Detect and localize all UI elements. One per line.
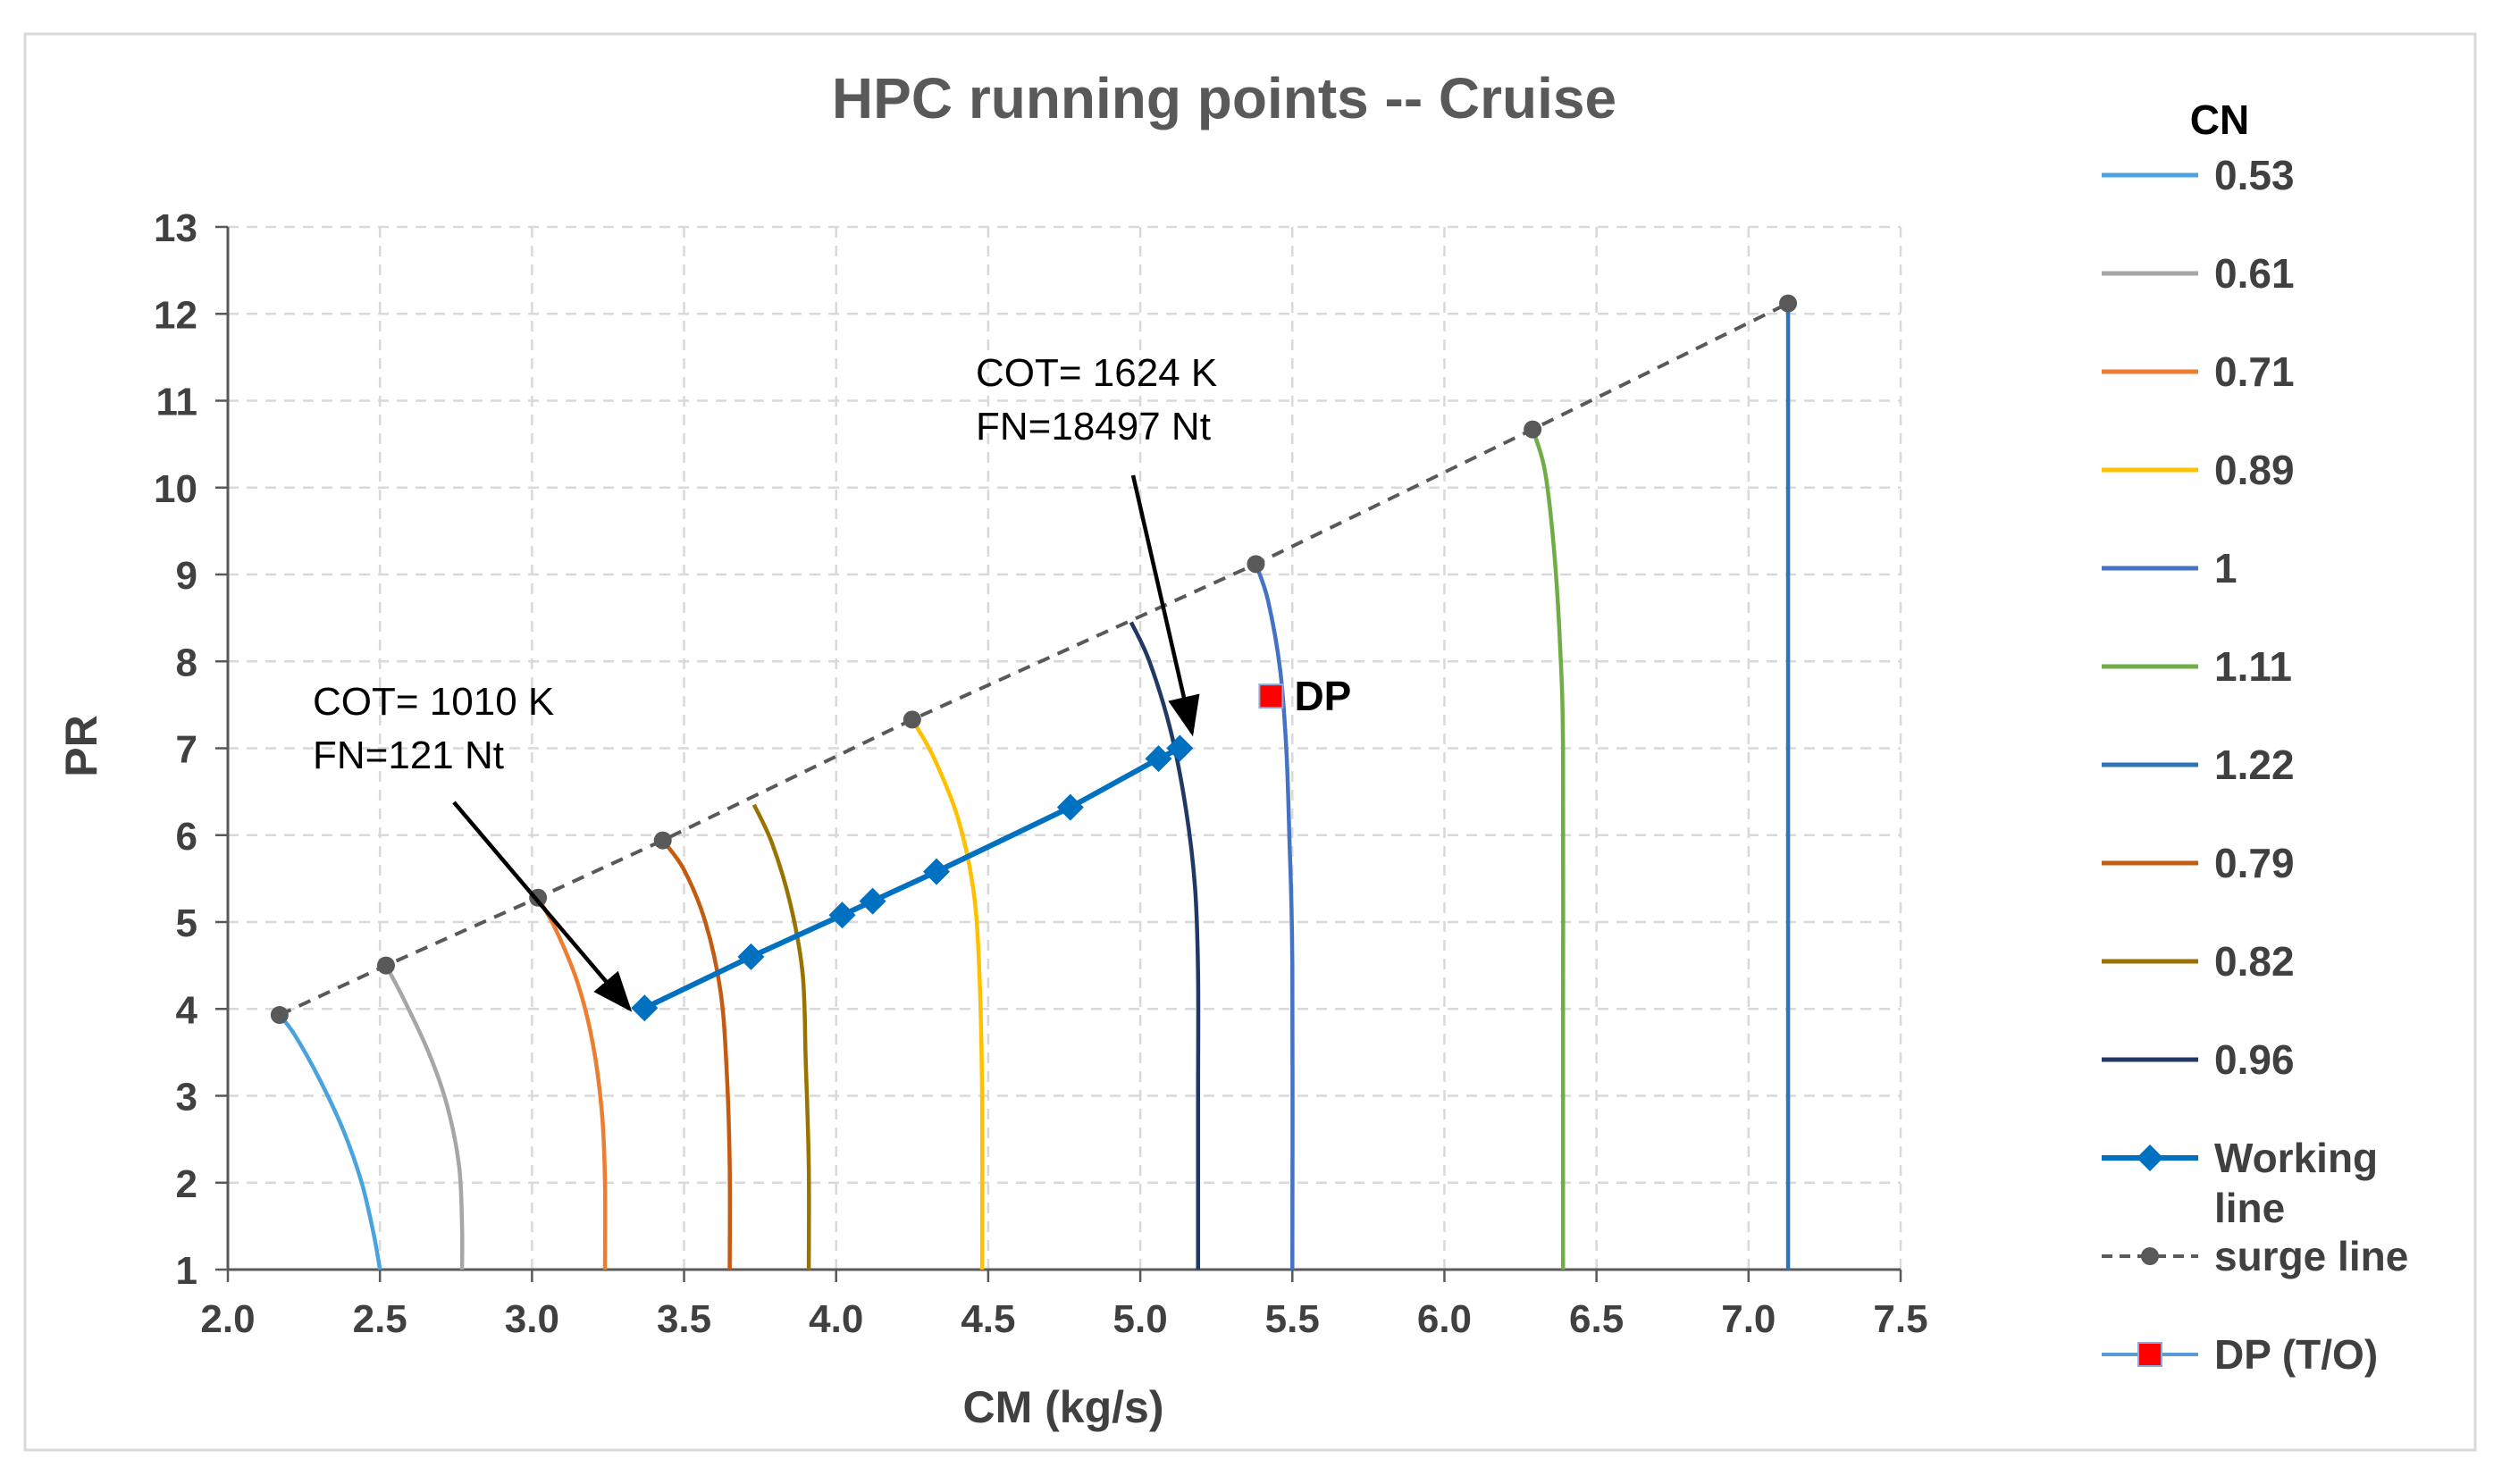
speed-line-0-71 [536,896,608,1270]
design-point-marker [1258,683,1284,709]
y-tick-label: 2 [176,1162,197,1206]
speed-line-1 [1254,563,1295,1270]
legend-label: 0.82 [2214,938,2295,985]
speed-line-0-53 [278,1013,382,1270]
design-point-label: DP [1294,673,1351,719]
y-tick-label: 5 [176,901,197,945]
x-axis-title: CM (kg/s) [963,1382,1164,1432]
working-point [1056,793,1084,821]
legend-label-line: Working [2214,1135,2378,1181]
y-tick-label: 6 [176,815,197,859]
axes: 2.0 2.5 3.0 3.5 4.0 4.5 5.0 5.5 6.0 6.5 7.0 7.51234… [154,206,1928,1341]
legend-label: 0.79 [2214,840,2295,886]
surge-point [903,710,921,729]
speed-line-0-61 [383,964,465,1270]
legend-marker [2141,1247,2159,1265]
y-tick-label: 8 [176,641,197,684]
surge-line [279,301,1789,1017]
x-tick-label: 5.5 [1265,1297,1320,1341]
x-tick-label: 5.0 [1113,1297,1168,1341]
x-tick-label: 6.0 [1417,1297,1472,1341]
surge-point [376,956,395,975]
legend-label: 1 [2214,545,2238,591]
x-tick-label: 4.0 [809,1297,863,1341]
legend-label: DP (T/O) [2214,1331,2378,1378]
legend-label: 1.11 [2214,643,2292,690]
working-point [923,858,951,885]
x-tick-label: 3.5 [657,1297,711,1341]
chart-frame [23,32,2477,1452]
legend-label: 1.22 [2214,742,2295,788]
y-tick-label: 11 [155,381,197,424]
annotation-arrow [452,801,633,1012]
x-tick-label: 2.5 [353,1297,407,1341]
y-axis-title: PR [56,715,106,776]
legend-label: surge line [2214,1233,2408,1279]
y-tick-label: 12 [154,293,197,337]
x-tick-label: 4.5 [961,1297,1015,1341]
legend-label-line: line [2214,1185,2285,1231]
x-tick-label: 7.0 [1721,1297,1776,1341]
working-point [859,887,886,915]
speed-line-0-89 [910,718,985,1270]
annotation-text: FN=121 Nt [313,734,504,777]
y-tick-label: 13 [154,206,197,250]
x-tick-label: 6.5 [1569,1297,1624,1341]
annotation-arrow [1130,474,1200,737]
working-point [1145,745,1172,773]
y-tick-label: 4 [176,988,198,1032]
y-tick-label: 7 [176,728,197,772]
working-line [642,745,1181,1010]
surge-point [653,831,672,850]
grid [228,225,1902,1270]
speed-line-0-96 [1129,621,1201,1270]
legend-label: 0.71 [2214,348,2295,395]
legend: CN 0.53 0.61 0.71 0.89 1 1.11 1.22 0.79 0.82 0.96… [2102,96,2408,1378]
annotation-text: COT= 1624 K [976,351,1217,395]
surge-point [270,1006,289,1025]
legend-label: 0.89 [2214,447,2295,493]
legend-label: 0.61 [2214,250,2295,297]
legend-label: 0.96 [2214,1036,2295,1083]
x-tick-label: 3.0 [505,1297,559,1341]
working-point [631,994,659,1022]
speed-line-1-11 [1531,428,1566,1270]
annotation-text: FN=18497 Nt [976,405,1211,449]
surge-point [1524,420,1542,439]
series: DP [270,294,1798,1270]
x-tick-label: 7.5 [1873,1297,1927,1341]
speed-line-0-79 [660,839,733,1270]
legend-label: 0.53 [2214,152,2295,198]
chart-title: HPC running points -- Cruise [832,66,1616,130]
x-tick-label: 2.0 [200,1297,255,1341]
working-point [1166,734,1194,762]
y-tick-label: 9 [176,554,197,598]
annotation-text: COT= 1010 K [313,680,554,724]
legend-label: Working line [2214,1135,2378,1231]
y-tick-label: 3 [176,1076,197,1119]
working-point [737,943,765,970]
speed-line-0-82 [751,803,811,1270]
legend-marker [2137,1342,2162,1367]
legend-title: CN [2190,96,2249,143]
surge-point [1779,294,1798,313]
annotations: COT= 1010 K FN=121 Nt COT= 1624 K FN=18497 … [313,351,1217,1012]
surge-point [1247,555,1265,574]
y-tick-label: 1 [176,1249,197,1293]
legend-marker [2137,1144,2163,1171]
y-tick-label: 10 [154,467,197,511]
working-point [828,901,856,929]
